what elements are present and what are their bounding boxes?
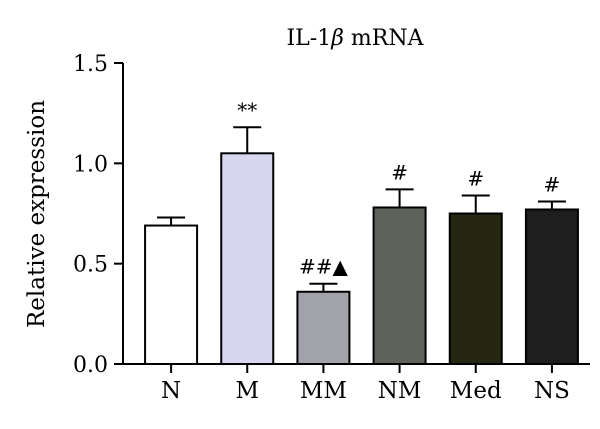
chart-title: IL-1β mRNA — [286, 26, 424, 51]
significance-label: # — [391, 160, 408, 184]
significance-label: # — [467, 166, 484, 190]
significance-label: ** — [237, 98, 257, 122]
bar-n — [144, 224, 199, 365]
y-axis: 0.0 0.5 1.0 1.5 — [73, 52, 124, 378]
y-axis-label: Relative expression — [24, 100, 50, 328]
x-tick-label: M — [235, 378, 259, 404]
x-tick-label: MM — [300, 378, 347, 404]
x-tick-label: N — [161, 378, 181, 404]
y-tick-label: 1.0 — [73, 152, 108, 177]
x-tick-label: NS — [534, 378, 570, 404]
bar-med — [448, 212, 503, 365]
x-tick-label: Med — [450, 378, 502, 404]
significance-label: # — [544, 172, 561, 196]
x-axis: N M MM NM Med NS — [122, 363, 590, 404]
bar-nm — [372, 206, 427, 365]
y-tick-label: 0.5 — [73, 253, 108, 278]
y-tick-label: 1.5 — [73, 52, 108, 77]
bars: ** ##▲ # # # — [144, 98, 579, 366]
bar-mm — [296, 290, 351, 366]
y-tick-label: 0.0 — [73, 353, 108, 378]
x-tick-label: NM — [378, 378, 422, 404]
bar-ns — [524, 208, 579, 365]
bar-m — [220, 152, 275, 365]
significance-label: ##▲ — [299, 255, 349, 279]
